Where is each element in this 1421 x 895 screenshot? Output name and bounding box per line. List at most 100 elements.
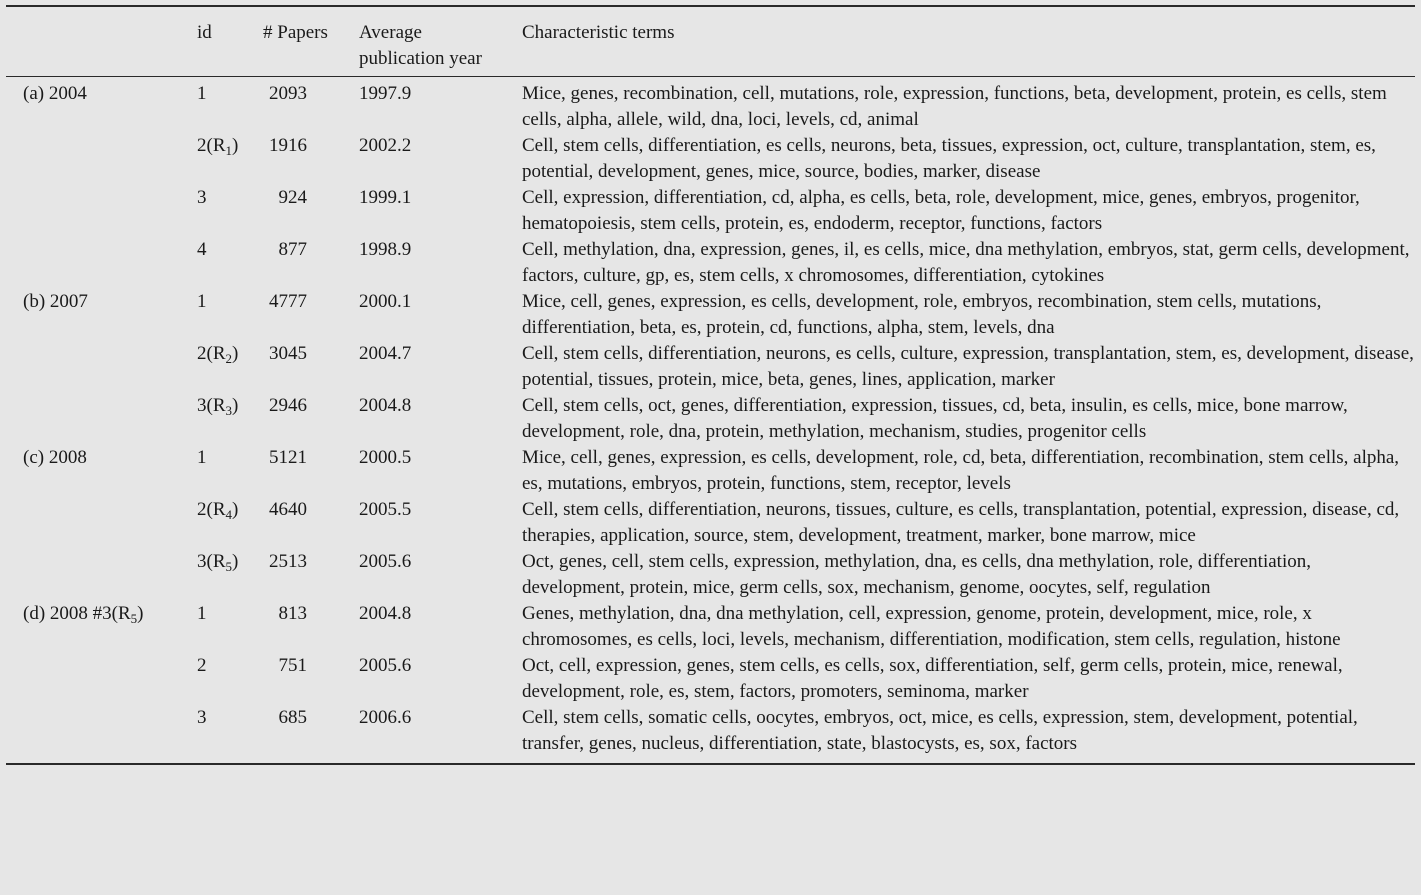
cluster-id: 3(R bbox=[197, 551, 226, 572]
section-label-cell bbox=[6, 237, 197, 289]
cluster-id: 3 bbox=[197, 187, 207, 208]
section-label-cell bbox=[6, 341, 197, 393]
section-label: (b) 2007 bbox=[23, 291, 88, 312]
average-year: 2005.6 bbox=[359, 655, 412, 676]
average-year: 2000.5 bbox=[359, 447, 412, 468]
cluster-id-cell: 3(R3) bbox=[197, 393, 263, 445]
average-year: 1999.1 bbox=[359, 187, 412, 208]
cluster-id-cell: 2(R1) bbox=[197, 133, 263, 185]
cluster-id: 2(R bbox=[197, 343, 226, 364]
papers-count: 751 bbox=[278, 655, 308, 676]
table-row: (c) 2008 1 5121 2000.5 Mice, cell, genes, ex… bbox=[6, 445, 1415, 497]
papers-count: 4640 bbox=[269, 499, 307, 520]
cluster-id-cell: 3 bbox=[197, 185, 263, 237]
average-year: 2006.6 bbox=[359, 707, 412, 728]
cluster-id-cell: 1 bbox=[197, 77, 263, 134]
table-row: (d) 2008 #3(R5) 1 813 2004.8 Genes, methylat… bbox=[6, 601, 1415, 653]
characteristic-terms: Cell, stem cells, somatic cells, oocytes… bbox=[522, 707, 1358, 754]
cluster-id-close: ) bbox=[232, 343, 239, 364]
cluster-id-cell: 1 bbox=[197, 445, 263, 497]
table-row: 4 877 1998.9 Cell, methylation, dna, expres… bbox=[6, 237, 1415, 289]
papers-count: 2093 bbox=[269, 83, 307, 104]
table-body: (a) 2004 1 2093 1997.9 Mice, genes, recombin… bbox=[6, 77, 1415, 764]
characteristic-terms: Cell, stem cells, differentiation, neuro… bbox=[522, 499, 1400, 546]
table-row: 3 924 1999.1 Cell, expression, differentiat… bbox=[6, 185, 1415, 237]
header-year: Average publication year bbox=[359, 6, 522, 77]
section-label-cell bbox=[6, 185, 197, 237]
section-label-subscript: 5 bbox=[130, 611, 138, 626]
cluster-id: 3 bbox=[197, 707, 207, 728]
average-year: 1997.9 bbox=[359, 83, 412, 104]
papers-count: 685 bbox=[278, 707, 308, 728]
table-row: 2(R2) 3045 2004.7 Cell, stem cells, differe… bbox=[6, 341, 1415, 393]
cluster-id-cell: 3(R5) bbox=[197, 549, 263, 601]
cluster-id: 2(R bbox=[197, 135, 226, 156]
header-papers: # Papers bbox=[263, 22, 328, 43]
header-section bbox=[6, 6, 197, 77]
characteristic-terms: Cell, methylation, dna, expression, gene… bbox=[522, 239, 1410, 286]
characteristic-terms: Mice, genes, recombination, cell, mutati… bbox=[522, 83, 1387, 130]
average-year: 2004.7 bbox=[359, 343, 412, 364]
papers-count: 877 bbox=[278, 239, 308, 260]
table-row: 2 751 2005.6 Oct, cell, expression, genes, … bbox=[6, 653, 1415, 705]
cluster-id-subscript: 4 bbox=[225, 507, 233, 522]
section-label-cell bbox=[6, 133, 197, 185]
cluster-id-cell: 4 bbox=[197, 237, 263, 289]
papers-count: 3045 bbox=[269, 343, 307, 364]
characteristic-terms: Oct, cell, expression, genes, stem cells… bbox=[522, 655, 1343, 702]
characteristic-terms: Oct, genes, cell, stem cells, expression… bbox=[522, 551, 1311, 598]
header-year-line1: Average bbox=[359, 22, 422, 43]
cluster-id-subscript: 5 bbox=[225, 559, 233, 574]
section-label-cell bbox=[6, 393, 197, 445]
cluster-id: 1 bbox=[197, 291, 207, 312]
average-year: 2004.8 bbox=[359, 395, 412, 416]
cluster-id: 3(R bbox=[197, 395, 226, 416]
characteristic-terms: Mice, cell, genes, expression, es cells,… bbox=[522, 447, 1400, 494]
characteristic-terms: Mice, cell, genes, expression, es cells,… bbox=[522, 291, 1322, 338]
cluster-id: 1 bbox=[197, 603, 207, 624]
table-row: (b) 2007 1 4777 2000.1 Mice, cell, genes, ex… bbox=[6, 289, 1415, 341]
cluster-id: 1 bbox=[197, 447, 207, 468]
characteristic-terms: Cell, stem cells, oct, genes, differenti… bbox=[522, 395, 1348, 442]
table-row: 2(R4) 4640 2005.5 Cell, stem cells, differe… bbox=[6, 497, 1415, 549]
cluster-id-cell: 2 bbox=[197, 653, 263, 705]
cluster-id: 4 bbox=[197, 239, 207, 260]
table-row: 3(R3) 2946 2004.8 Cell, stem cells, oct, ge… bbox=[6, 393, 1415, 445]
average-year: 1998.9 bbox=[359, 239, 412, 260]
section-label-cell bbox=[6, 705, 197, 764]
header-year-line2: publication year bbox=[359, 48, 482, 69]
table-row: (a) 2004 1 2093 1997.9 Mice, genes, recombin… bbox=[6, 77, 1415, 134]
section-label-cell: (a) 2004 bbox=[6, 77, 197, 134]
cluster-id-subscript: 2 bbox=[225, 351, 233, 366]
papers-count: 1916 bbox=[269, 135, 307, 156]
cluster-id-cell: 2(R4) bbox=[197, 497, 263, 549]
average-year: 2002.2 bbox=[359, 135, 412, 156]
papers-count: 813 bbox=[278, 603, 308, 624]
cluster-id-close: ) bbox=[232, 135, 239, 156]
clusters-table: id # Papers Average publication year Char… bbox=[6, 5, 1415, 765]
cluster-id-subscript: 1 bbox=[225, 143, 233, 158]
average-year: 2005.6 bbox=[359, 551, 412, 572]
papers-count: 4777 bbox=[269, 291, 307, 312]
section-label: (d) 2008 #3(R bbox=[23, 603, 131, 624]
average-year: 2000.1 bbox=[359, 291, 412, 312]
header-id: id bbox=[197, 22, 212, 43]
cluster-id-close: ) bbox=[232, 499, 239, 520]
cluster-id-close: ) bbox=[232, 395, 239, 416]
characteristic-terms: Cell, stem cells, differentiation, es ce… bbox=[522, 135, 1376, 182]
table-row: 3 685 2006.6 Cell, stem cells, somatic cell… bbox=[6, 705, 1415, 764]
papers-count: 2513 bbox=[269, 551, 307, 572]
section-label-cell: (d) 2008 #3(R5) bbox=[6, 601, 197, 653]
characteristic-terms: Cell, stem cells, differentiation, neuro… bbox=[522, 343, 1414, 390]
cluster-id-cell: 2(R2) bbox=[197, 341, 263, 393]
section-label: (c) 2008 bbox=[23, 447, 87, 468]
section-label: (a) 2004 bbox=[23, 83, 87, 104]
section-label-cell: (b) 2007 bbox=[6, 289, 197, 341]
section-label-cell bbox=[6, 653, 197, 705]
header-terms: Characteristic terms bbox=[522, 22, 675, 43]
papers-count: 924 bbox=[278, 187, 308, 208]
table-row: 2(R1) 1916 2002.2 Cell, stem cells, differe… bbox=[6, 133, 1415, 185]
section-label-cell bbox=[6, 549, 197, 601]
papers-count: 5121 bbox=[269, 447, 307, 468]
cluster-id: 1 bbox=[197, 83, 207, 104]
